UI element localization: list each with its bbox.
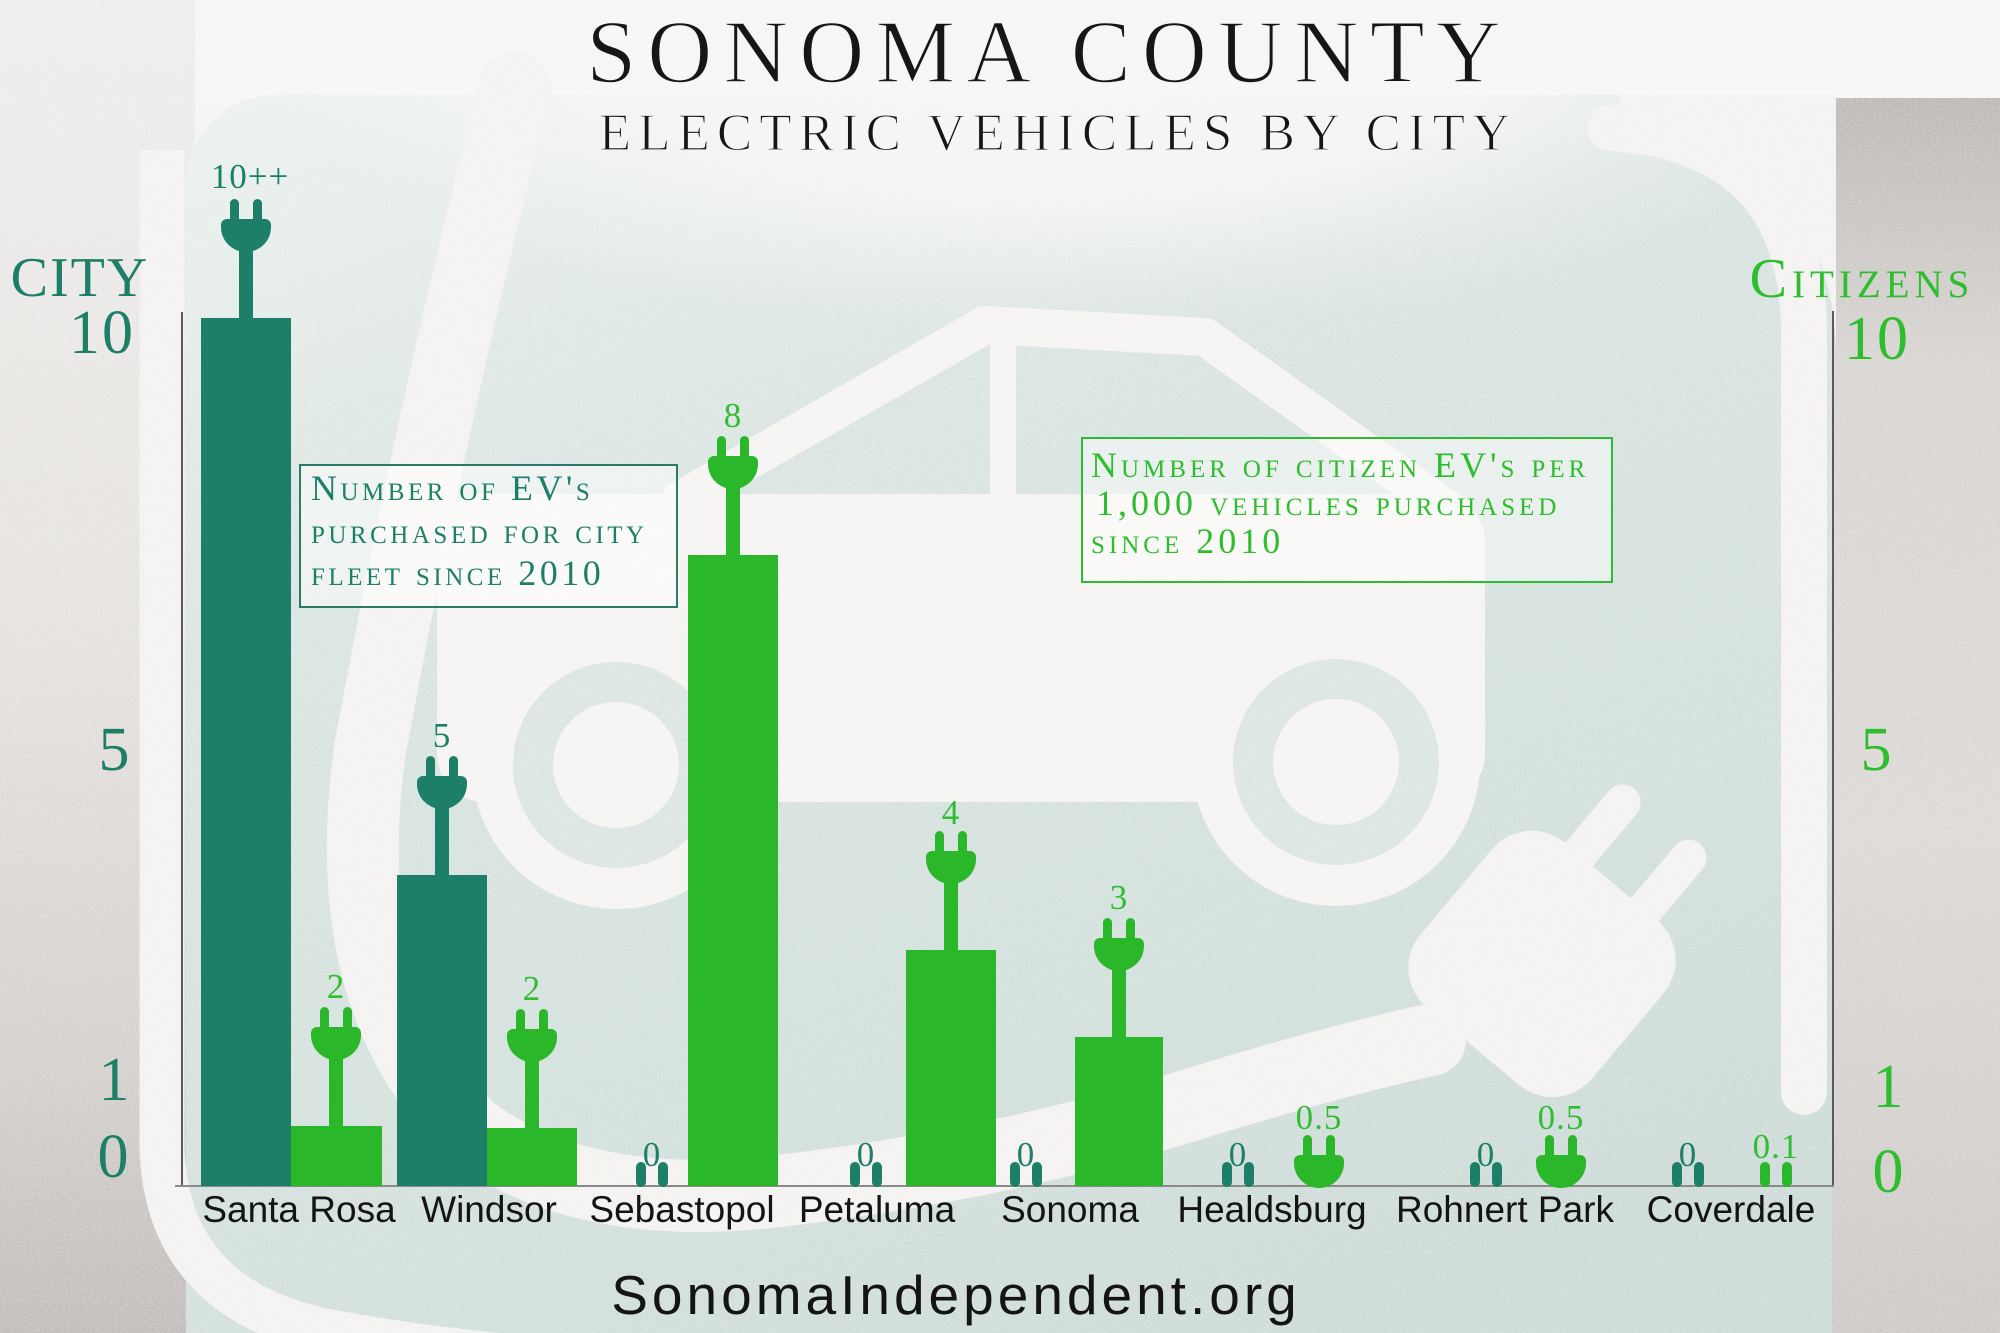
svg-text:3: 3 bbox=[1110, 878, 1129, 917]
svg-text:Sonoma: Sonoma bbox=[1001, 1189, 1139, 1230]
svg-text:10++: 10++ bbox=[211, 157, 289, 196]
svg-text:1: 1 bbox=[1873, 1053, 1906, 1121]
svg-text:Citizens: Citizens bbox=[1750, 248, 1975, 310]
svg-text:Number of citizen EV's per: Number of citizen EV's per bbox=[1091, 445, 1589, 485]
svg-text:Number of EV's: Number of EV's bbox=[311, 468, 593, 508]
svg-text:Rohnert Park: Rohnert Park bbox=[1396, 1189, 1614, 1230]
svg-text:0: 0 bbox=[1679, 1135, 1698, 1174]
svg-text:Windsor: Windsor bbox=[421, 1189, 557, 1230]
svg-text:2: 2 bbox=[523, 969, 542, 1008]
svg-text:1: 1 bbox=[99, 1046, 132, 1114]
svg-text:0: 0 bbox=[98, 1123, 131, 1191]
svg-text:0: 0 bbox=[643, 1135, 662, 1174]
svg-text:ELECTRIC VEHICLES BY CITY: ELECTRIC VEHICLES BY CITY bbox=[599, 104, 1517, 162]
svg-text:0: 0 bbox=[1017, 1135, 1036, 1174]
svg-text:Coverdale: Coverdale bbox=[1647, 1189, 1816, 1230]
svg-text:SonomaIndependent.org: SonomaIndependent.org bbox=[611, 1264, 1300, 1326]
svg-text:0.5: 0.5 bbox=[1296, 1098, 1343, 1137]
svg-text:5: 5 bbox=[1861, 716, 1894, 784]
svg-text:4: 4 bbox=[942, 793, 961, 832]
svg-text:0: 0 bbox=[857, 1135, 876, 1174]
svg-text:0: 0 bbox=[1229, 1135, 1248, 1174]
svg-text:purchased for city: purchased for city bbox=[311, 511, 648, 551]
svg-text:0: 0 bbox=[1873, 1138, 1906, 1206]
svg-text:Santa Rosa: Santa Rosa bbox=[202, 1189, 396, 1230]
svg-text:5: 5 bbox=[99, 716, 132, 784]
svg-text:8: 8 bbox=[724, 396, 743, 435]
svg-text:CITY: CITY bbox=[11, 247, 150, 309]
svg-text:fleet since 2010: fleet since 2010 bbox=[311, 553, 604, 593]
svg-text:SONOMA COUNTY: SONOMA COUNTY bbox=[586, 3, 1512, 102]
svg-text:10: 10 bbox=[1844, 305, 1910, 373]
svg-text:0.1: 0.1 bbox=[1753, 1127, 1800, 1166]
svg-text:10: 10 bbox=[69, 299, 135, 367]
svg-text:1,000 vehicles purchased: 1,000 vehicles purchased bbox=[1096, 483, 1560, 523]
svg-text:5: 5 bbox=[433, 716, 452, 755]
svg-text:0.5: 0.5 bbox=[1538, 1098, 1585, 1137]
svg-text:0: 0 bbox=[1477, 1135, 1496, 1174]
svg-text:since 2010: since 2010 bbox=[1091, 521, 1284, 561]
svg-text:Sebastopol: Sebastopol bbox=[589, 1189, 774, 1230]
svg-text:Healdsburg: Healdsburg bbox=[1177, 1189, 1366, 1230]
svg-text:2: 2 bbox=[327, 967, 346, 1006]
svg-text:Petaluma: Petaluma bbox=[799, 1189, 956, 1230]
